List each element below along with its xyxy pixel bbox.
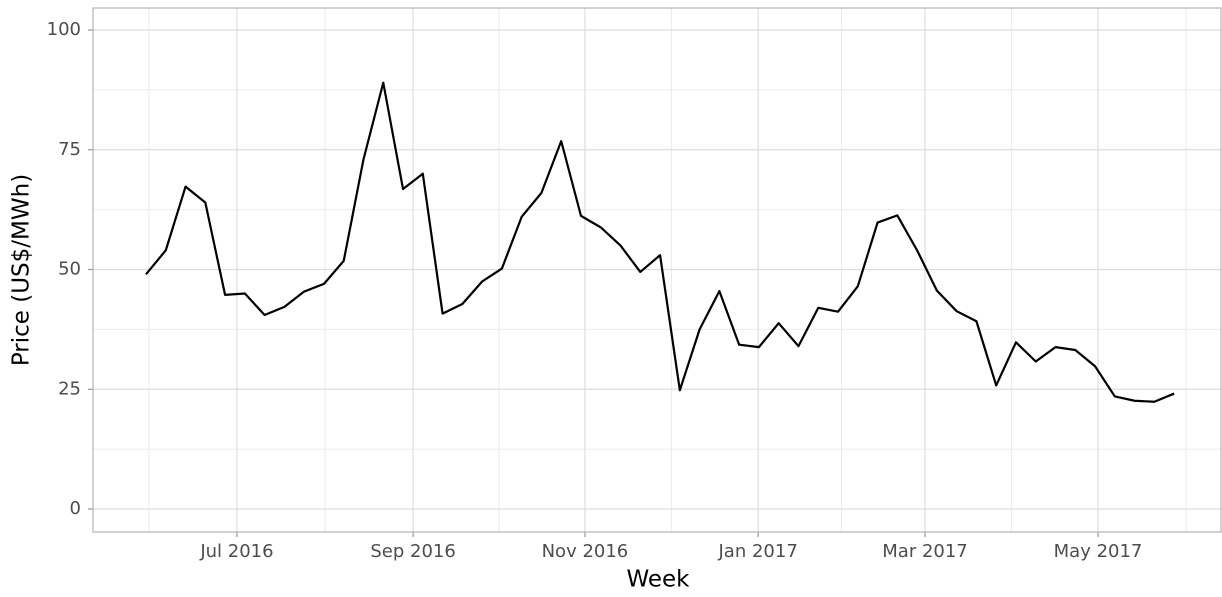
y-tick-label: 50 xyxy=(58,259,81,280)
y-axis-title: Price (US$/MWh) xyxy=(9,174,35,366)
x-tick-label: May 2017 xyxy=(1054,541,1143,562)
x-tick-label: Nov 2016 xyxy=(542,541,629,562)
x-tick-label: Mar 2017 xyxy=(882,541,968,562)
x-axis-title: Week xyxy=(626,567,690,593)
y-tick-label: 0 xyxy=(70,498,81,519)
x-tick-label: Jul 2016 xyxy=(199,541,273,562)
y-tick-label: 100 xyxy=(47,19,81,40)
y-tick-label: 75 xyxy=(58,139,81,160)
y-tick-label: 25 xyxy=(58,378,81,399)
data-line xyxy=(145,81,1175,403)
panel-border xyxy=(92,7,1222,533)
x-tick-label: Sep 2016 xyxy=(370,541,455,562)
x-tick-label: Jan 2017 xyxy=(718,541,798,562)
